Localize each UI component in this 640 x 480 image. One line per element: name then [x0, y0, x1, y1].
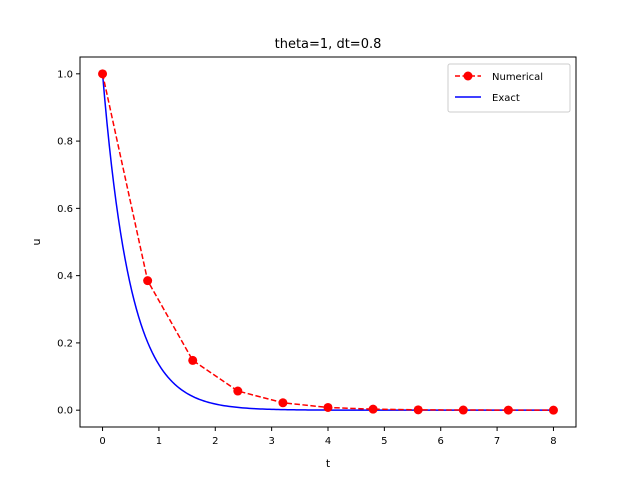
- y-axis-label: u: [30, 239, 43, 246]
- series-numerical-point: [368, 404, 378, 414]
- series-numerical-point: [503, 405, 513, 415]
- series-exact-line: [101, 73, 554, 411]
- y-tick-label: 0.0: [57, 406, 73, 417]
- x-tick-label: 7: [494, 436, 500, 447]
- y-tick-label: 0.4: [57, 271, 73, 282]
- series-numerical-point: [458, 405, 468, 415]
- x-axis: 0 1 2 3 4 5 6 7 8: [99, 427, 557, 447]
- legend-exact-label: Exact: [492, 93, 520, 104]
- chart-title: theta=1, dt=0.8: [275, 37, 382, 52]
- legend: Numerical Exact: [447, 63, 571, 113]
- x-tick-label: 4: [325, 436, 331, 447]
- series-numerical-point: [323, 402, 333, 412]
- series-numerical-point: [548, 405, 558, 415]
- y-tick-label: 0.2: [57, 338, 73, 349]
- x-tick-label: 6: [438, 436, 444, 447]
- y-tick-label: 0.6: [57, 204, 73, 215]
- series-numerical-point: [98, 69, 108, 79]
- series-numerical-point: [188, 355, 198, 365]
- x-tick-label: 8: [550, 436, 556, 447]
- x-tick-label: 5: [381, 436, 387, 447]
- series-numerical-point: [278, 398, 288, 408]
- y-axis: 0.0 0.2 0.4 0.6 0.8 1.0: [57, 69, 80, 417]
- x-tick-label: 0: [99, 436, 105, 447]
- x-tick-label: 1: [156, 436, 162, 447]
- series-numerical-line: [101, 73, 554, 411]
- series-numerical-point: [143, 276, 153, 286]
- x-tick-label: 3: [268, 436, 274, 447]
- plot-area: [98, 69, 558, 415]
- x-axis-label: t: [326, 457, 331, 470]
- series-numerical-point: [413, 405, 423, 415]
- y-tick-label: 1.0: [57, 69, 73, 80]
- legend-numerical-marker: [463, 71, 473, 81]
- legend-numerical-label: Numerical: [492, 72, 543, 83]
- series-numerical-point: [233, 386, 243, 396]
- x-tick-label: 2: [212, 436, 218, 447]
- y-tick-label: 0.8: [57, 137, 73, 148]
